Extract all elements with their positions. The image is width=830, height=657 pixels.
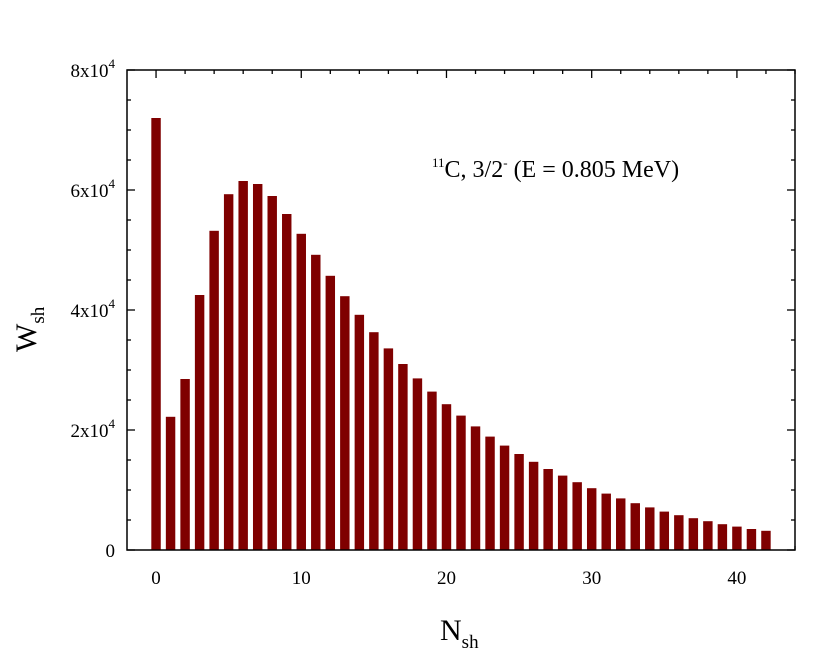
- bar-23: [485, 436, 495, 550]
- x-tick-label: 40: [727, 568, 746, 589]
- bar-16: [383, 348, 394, 550]
- y-axis-label: Wsh: [10, 306, 49, 352]
- chart-annotation: 11C, 3/2- (E = 0.805 MeV): [432, 155, 679, 183]
- x-axis-label: Nsh: [440, 614, 479, 653]
- x-tick-label: 10: [292, 568, 311, 589]
- y-tick-label: 2x104: [71, 416, 116, 442]
- annotation-energy: (E = 0.805 MeV): [508, 157, 680, 183]
- bar-38: [703, 521, 713, 550]
- x-tick-label: 30: [582, 568, 601, 589]
- x-tick-label: 20: [437, 568, 456, 589]
- bar-40: [732, 526, 742, 550]
- bar-11: [311, 254, 321, 551]
- bar-25: [514, 454, 524, 550]
- bar-26: [528, 461, 539, 550]
- bar-36: [674, 515, 684, 550]
- bar-10: [296, 233, 306, 551]
- bar-4: [209, 230, 219, 551]
- bar-30: [586, 488, 597, 550]
- x-tick-label: 0: [151, 568, 161, 589]
- bar-39: [717, 524, 728, 550]
- bar-15: [369, 332, 379, 550]
- bar-33: [630, 503, 640, 550]
- bar-20: [441, 404, 452, 550]
- bar-3: [194, 295, 205, 550]
- y-tick-label: 0: [106, 541, 116, 562]
- annotation-text-main: C, 3/2: [445, 157, 504, 183]
- x-axis-label-main: N: [440, 614, 462, 647]
- bar-27: [543, 469, 553, 550]
- bar-18: [412, 378, 423, 550]
- y-tick-label: 4x104: [71, 296, 116, 322]
- bar-7: [252, 184, 263, 550]
- bars: [151, 118, 771, 551]
- bar-41: [746, 529, 757, 550]
- plot-frame: [126, 69, 796, 551]
- bar-34: [645, 507, 655, 550]
- bar-22: [470, 426, 481, 550]
- y-axis-label-sub: sh: [28, 306, 49, 323]
- bar-24: [499, 445, 510, 550]
- y-tick-labels: 0 2x104 4x104 6x104 8x104: [71, 56, 116, 562]
- bar-9: [282, 214, 292, 550]
- bar-19: [427, 391, 437, 550]
- y-axis-label-main: W: [10, 323, 43, 352]
- annotation-parity: -: [503, 155, 507, 170]
- bar-2: [180, 379, 190, 550]
- bar-12: [325, 275, 336, 550]
- bar-28: [557, 475, 568, 550]
- bar-31: [601, 493, 611, 550]
- y-tick-label: 6x104: [71, 176, 116, 202]
- bar-0: [151, 118, 161, 550]
- bar-14: [354, 314, 365, 550]
- bar-32: [616, 498, 626, 550]
- bar-21: [456, 415, 466, 550]
- bar-42: [761, 530, 771, 550]
- y-tick-label: 8x104: [71, 56, 116, 82]
- bar-5: [223, 194, 234, 550]
- bar-13: [340, 296, 350, 550]
- bar-37: [688, 518, 699, 550]
- bar-35: [659, 511, 670, 550]
- x-axis-label-sub: sh: [462, 632, 479, 653]
- bar-1: [165, 416, 176, 550]
- bar-29: [572, 482, 582, 550]
- bar-8: [267, 196, 277, 550]
- bar-17: [398, 364, 408, 550]
- annotation-mass-number: 11: [432, 155, 445, 170]
- bar-6: [238, 181, 248, 550]
- x-tick-labels: 0 10 20 30 40: [151, 568, 746, 589]
